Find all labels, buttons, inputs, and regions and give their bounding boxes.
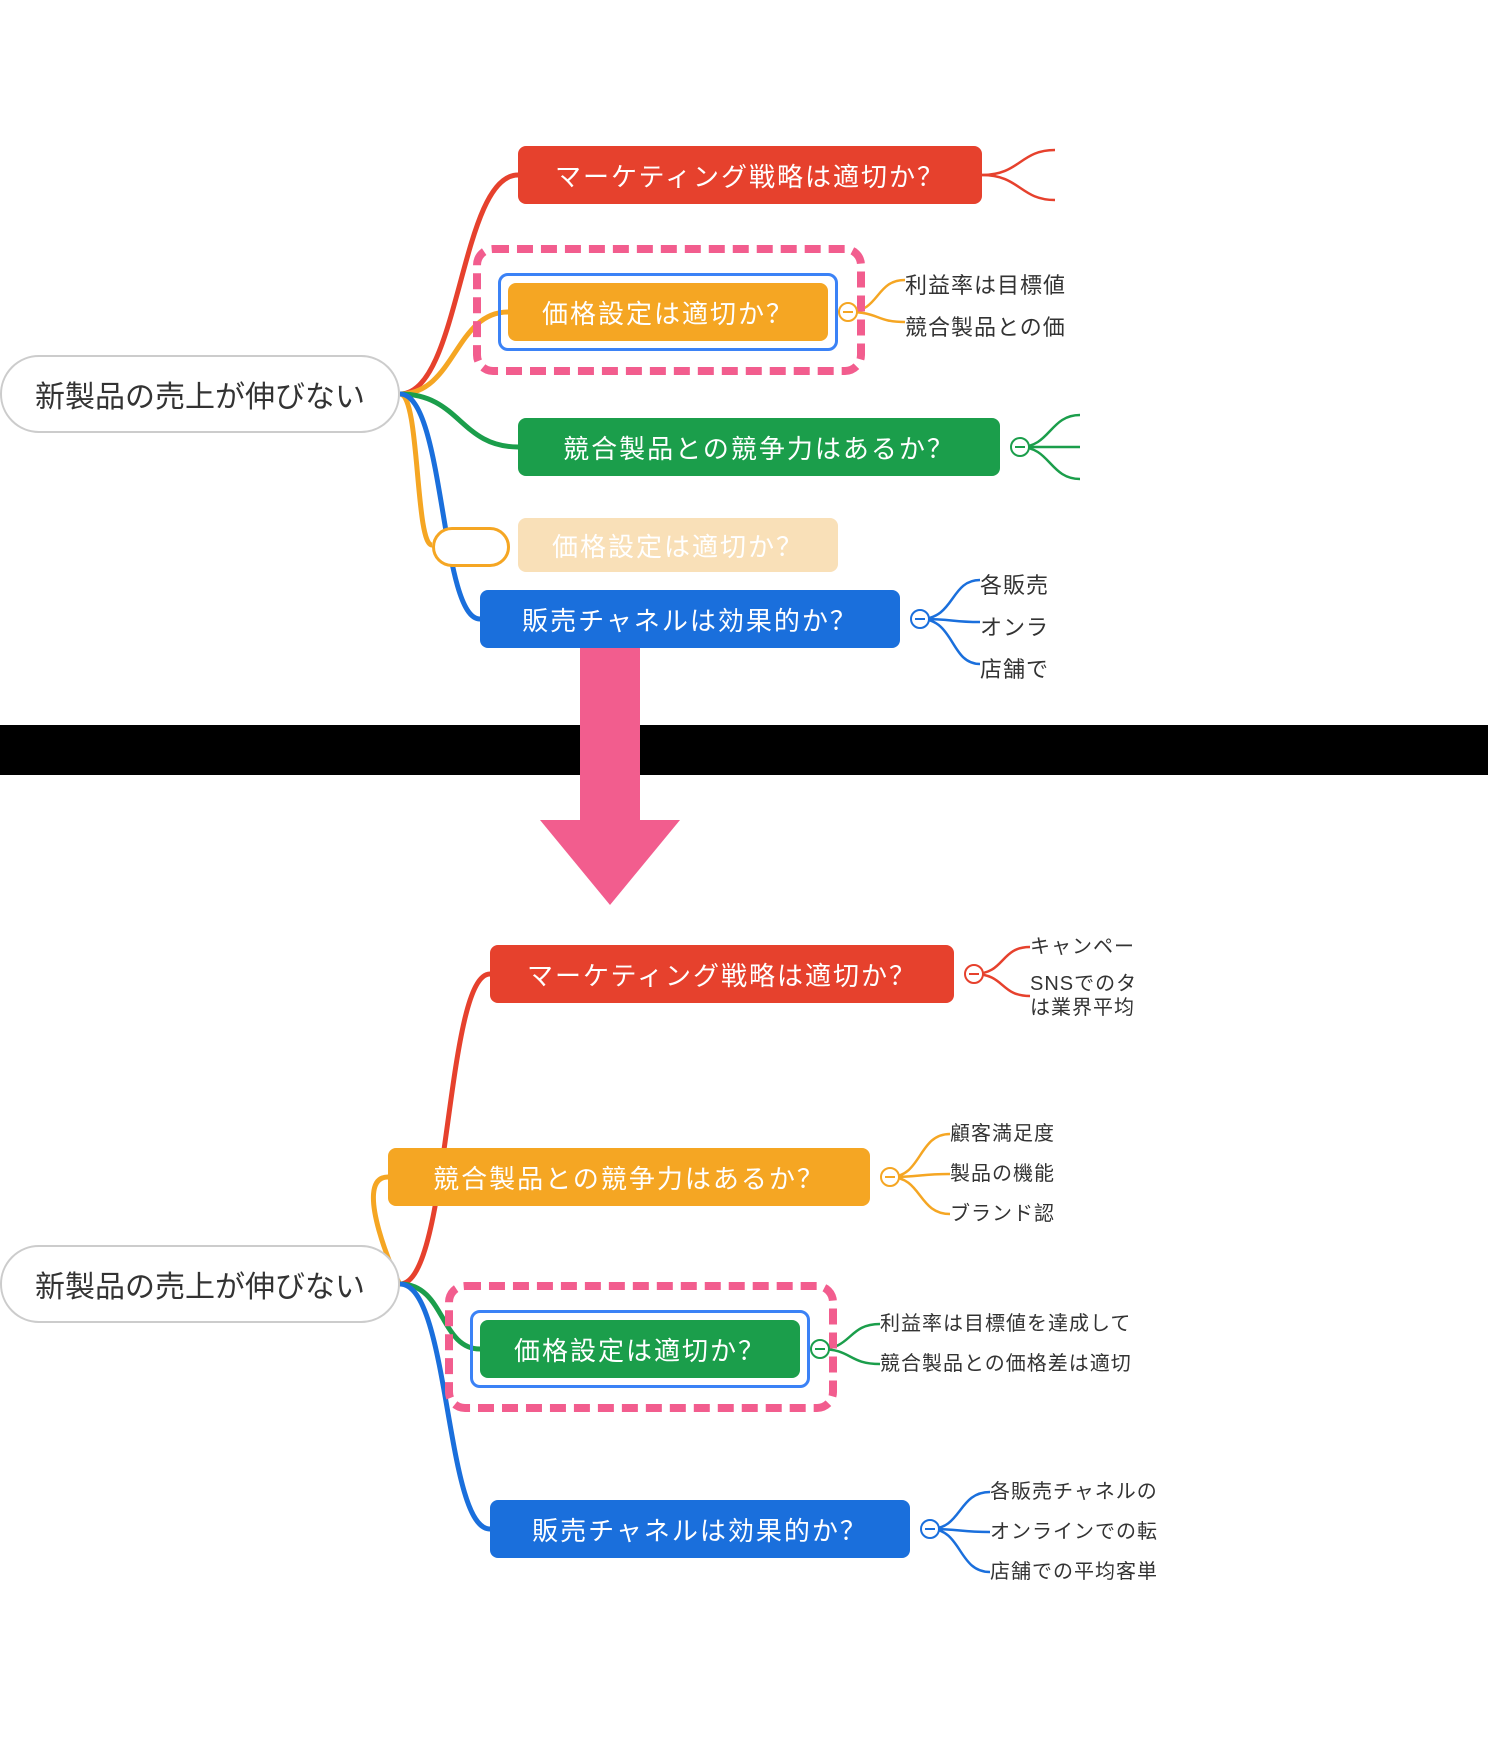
leaf-text: ブランド認	[950, 1202, 1055, 1227]
collapse-toggle-pricing-bottom[interactable]	[810, 1339, 830, 1359]
leaf-text: オンラインでの転	[990, 1520, 1158, 1545]
leaf-text: 競合製品との価格差は適切	[880, 1352, 1132, 1377]
collapse-toggle-marketing-bottom[interactable]	[964, 964, 984, 984]
branch-pricing-ghost[interactable]: 価格設定は適切か？	[518, 518, 838, 572]
leaf-text: 利益率は目標値を達成して	[880, 1312, 1131, 1337]
branch-marketing-bottom[interactable]: マーケティング戦略は適切か？	[490, 945, 954, 1003]
branch-competition-top[interactable]: 競合製品との競争力はあるか？	[518, 418, 1000, 476]
root-node-bottom[interactable]: 新製品の売上が伸びない	[0, 1245, 400, 1323]
leaf-text: 各販売	[980, 568, 1049, 600]
leaf-text: オンラ	[980, 610, 1049, 642]
divider-bar	[0, 725, 1488, 775]
branch-pricing-bottom[interactable]: 価格設定は適切か？	[480, 1320, 800, 1378]
leaf-text: 顧客満足度	[950, 1122, 1055, 1147]
leaf-text: SNSでのタ	[1030, 972, 1137, 997]
leaf-text: 利益率は目標値	[905, 268, 1066, 300]
leaf-text: 各販売チャネルの	[990, 1480, 1158, 1505]
leaf-text: 店舗での平均客単	[990, 1560, 1158, 1585]
branch-competition-bottom[interactable]: 競合製品との競争力はあるか？	[388, 1148, 870, 1206]
leaf-text: キャンペー	[1030, 935, 1135, 960]
drag-pill[interactable]	[432, 527, 510, 567]
collapse-toggle-competition-bottom[interactable]	[880, 1167, 900, 1187]
diagram-canvas: 新製品の売上が伸びない マーケティング戦略は適切か？ 価格設定は適切か？ 利益率…	[0, 0, 1488, 1749]
branch-marketing-top[interactable]: マーケティング戦略は適切か？	[518, 146, 982, 204]
collapse-toggle-channel-top[interactable]	[910, 609, 930, 629]
leaf-text: 製品の機能	[950, 1162, 1055, 1187]
root-node-top[interactable]: 新製品の売上が伸びない	[0, 355, 400, 433]
collapse-toggle-pricing-top[interactable]	[838, 302, 858, 322]
leaf-text: 店舗で	[980, 652, 1049, 684]
branch-channel-top[interactable]: 販売チャネルは効果的か？	[480, 590, 900, 648]
collapse-toggle-channel-bottom[interactable]	[920, 1519, 940, 1539]
collapse-toggle-competition-top[interactable]	[1010, 437, 1030, 457]
branch-pricing-top[interactable]: 価格設定は適切か？	[508, 283, 828, 341]
leaf-text: 競合製品との価	[905, 310, 1066, 342]
leaf-text: は業界平均	[1030, 996, 1135, 1021]
branch-channel-bottom[interactable]: 販売チャネルは効果的か？	[490, 1500, 910, 1558]
